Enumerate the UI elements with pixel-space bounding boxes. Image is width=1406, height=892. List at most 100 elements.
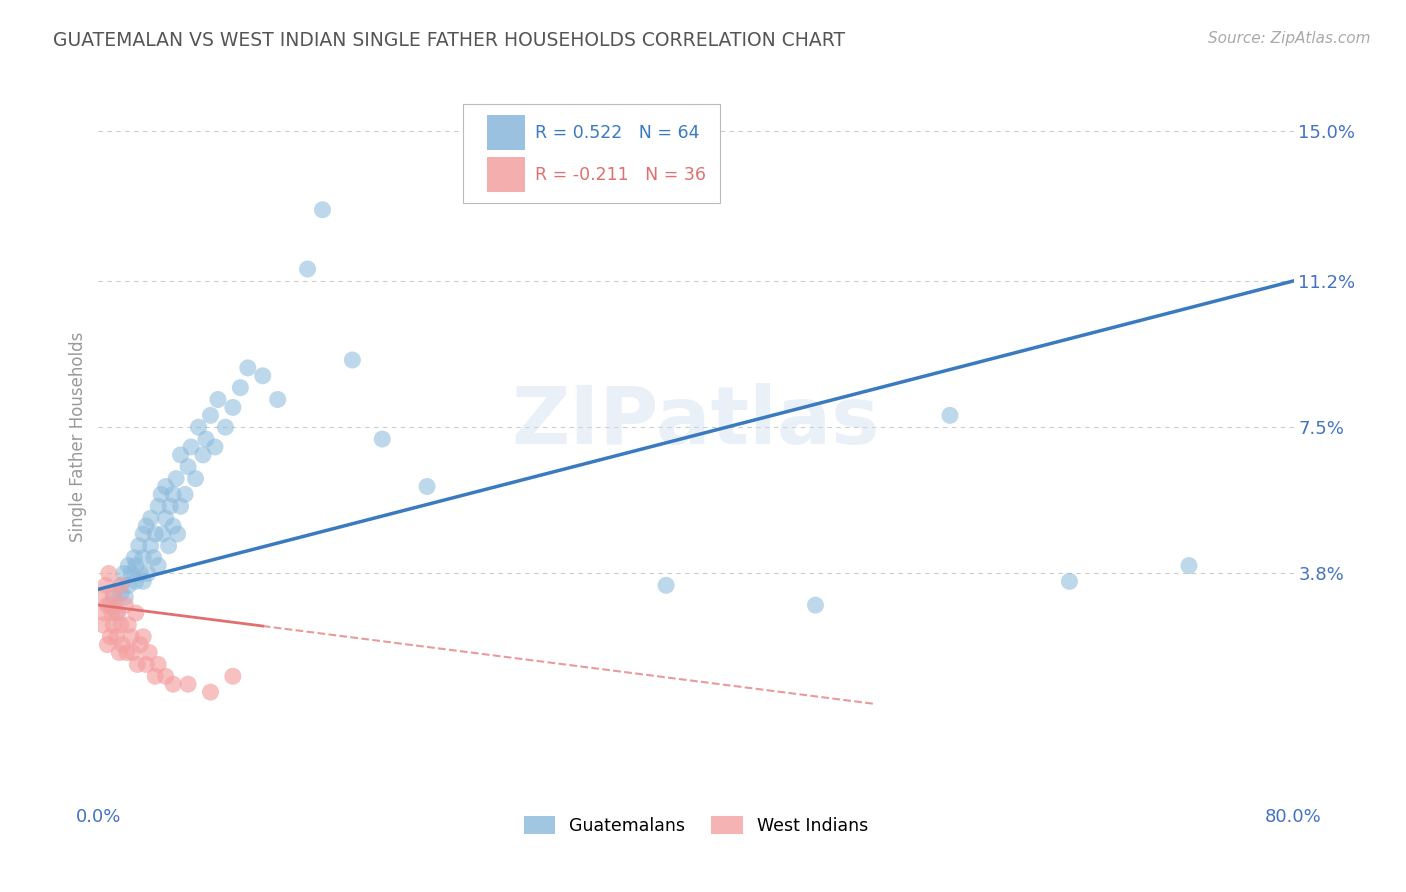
Point <box>142 550 165 565</box>
Point <box>103 591 125 605</box>
Point <box>297 262 319 277</box>
Point <box>108 646 131 660</box>
Point <box>155 511 177 525</box>
Point <box>105 630 128 644</box>
Point <box>159 500 181 514</box>
Point <box>148 657 170 672</box>
Point <box>150 487 173 501</box>
Point <box>127 657 149 672</box>
Point <box>311 202 333 217</box>
Point <box>236 360 259 375</box>
Point <box>180 440 202 454</box>
Point <box>93 606 115 620</box>
Point <box>139 511 162 525</box>
Point <box>120 630 142 644</box>
Point <box>104 598 127 612</box>
Point <box>143 527 166 541</box>
Point <box>162 487 184 501</box>
Point <box>124 550 146 565</box>
Point <box>169 448 191 462</box>
Point <box>177 459 200 474</box>
Point <box>110 618 132 632</box>
Point <box>165 472 187 486</box>
Point <box>125 574 148 589</box>
Point <box>939 409 962 423</box>
Point <box>98 630 122 644</box>
Point <box>105 606 128 620</box>
Point <box>135 657 157 672</box>
Point <box>117 618 139 632</box>
Point <box>135 519 157 533</box>
Point <box>103 586 125 600</box>
Point <box>114 598 136 612</box>
Point <box>195 432 218 446</box>
Y-axis label: Single Father Households: Single Father Households <box>69 332 87 542</box>
Point <box>132 550 155 565</box>
Text: GUATEMALAN VS WEST INDIAN SINGLE FATHER HOUSEHOLDS CORRELATION CHART: GUATEMALAN VS WEST INDIAN SINGLE FATHER … <box>53 31 845 50</box>
Point <box>132 574 155 589</box>
Point <box>107 606 129 620</box>
Point <box>252 368 274 383</box>
Point <box>96 638 118 652</box>
FancyBboxPatch shape <box>486 115 524 150</box>
Point <box>117 558 139 573</box>
Point <box>120 566 142 581</box>
Point <box>121 646 143 660</box>
Point <box>101 606 124 620</box>
Point <box>136 566 159 581</box>
Text: ZIPatlas: ZIPatlas <box>512 384 880 461</box>
Point <box>804 598 827 612</box>
Point <box>97 566 120 581</box>
Point <box>132 527 155 541</box>
Point <box>229 381 252 395</box>
Point <box>115 646 138 660</box>
Point <box>222 401 245 415</box>
Point <box>110 586 132 600</box>
Point <box>200 685 222 699</box>
Point <box>143 669 166 683</box>
Point <box>111 638 134 652</box>
Point <box>184 472 207 486</box>
Point <box>267 392 290 407</box>
FancyBboxPatch shape <box>463 104 720 203</box>
Point <box>200 409 222 423</box>
Text: Source: ZipAtlas.com: Source: ZipAtlas.com <box>1208 31 1371 46</box>
Point <box>110 578 132 592</box>
Point <box>371 432 394 446</box>
Point <box>1178 558 1201 573</box>
Point <box>191 448 214 462</box>
Point <box>129 638 152 652</box>
Point <box>139 539 162 553</box>
Point <box>125 606 148 620</box>
Point <box>155 479 177 493</box>
Point <box>416 479 439 493</box>
Point <box>155 669 177 683</box>
Point <box>128 539 150 553</box>
Point <box>90 591 112 605</box>
Point <box>125 558 148 573</box>
Point <box>157 539 180 553</box>
Point <box>1059 574 1081 589</box>
Point <box>129 566 152 581</box>
Point <box>655 578 678 592</box>
Point <box>169 500 191 514</box>
FancyBboxPatch shape <box>486 157 524 193</box>
Point <box>103 618 125 632</box>
Point <box>132 630 155 644</box>
Point <box>204 440 226 454</box>
Point <box>114 591 136 605</box>
Point <box>162 519 184 533</box>
Legend: Guatemalans, West Indians: Guatemalans, West Indians <box>517 809 875 842</box>
Point <box>98 598 122 612</box>
Point <box>138 646 160 660</box>
Point <box>94 578 117 592</box>
Point <box>110 578 132 592</box>
Point <box>166 527 188 541</box>
Point <box>148 558 170 573</box>
Point <box>112 566 135 581</box>
Point <box>117 578 139 592</box>
Point <box>222 669 245 683</box>
Point <box>152 527 174 541</box>
Text: R = -0.211   N = 36: R = -0.211 N = 36 <box>534 166 706 184</box>
Point <box>96 598 118 612</box>
